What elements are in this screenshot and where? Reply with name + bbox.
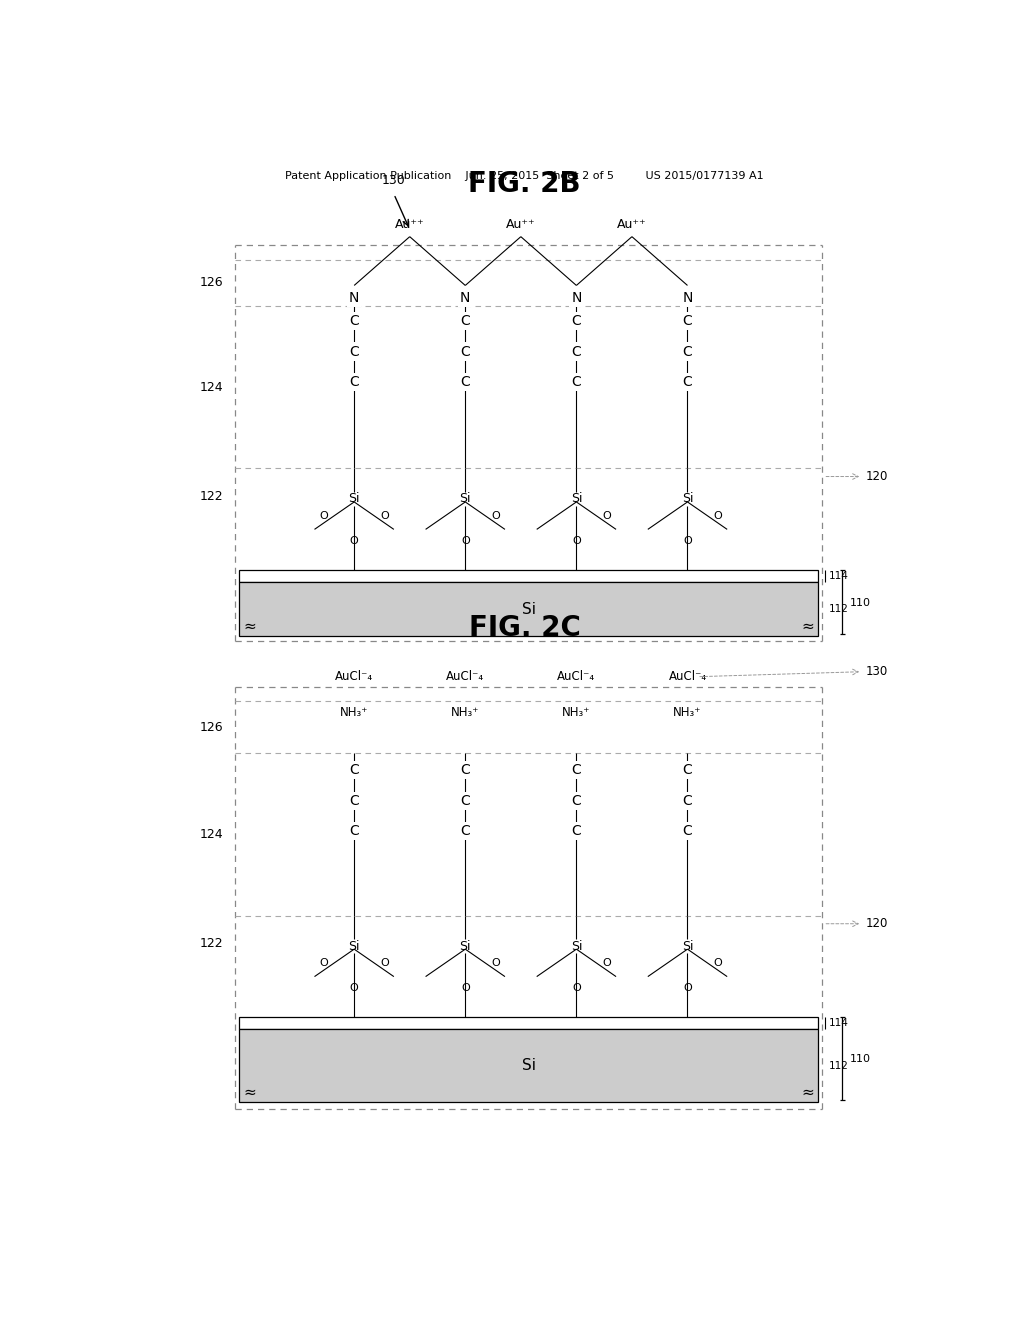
Text: C: C: [683, 763, 692, 777]
Text: O: O: [380, 958, 389, 969]
Text: 122: 122: [200, 937, 223, 950]
Text: C: C: [683, 345, 692, 359]
Text: AuCl⁻₄: AuCl⁻₄: [335, 671, 373, 684]
Text: O: O: [319, 511, 329, 521]
Text: AuCl⁻₄: AuCl⁻₄: [557, 671, 595, 684]
Text: N: N: [682, 290, 692, 305]
Text: ≈: ≈: [802, 619, 814, 634]
Text: 126: 126: [200, 721, 223, 734]
Text: C: C: [349, 793, 359, 808]
Text: FIG. 2B: FIG. 2B: [469, 170, 581, 198]
Text: N: N: [349, 290, 359, 305]
Text: O: O: [572, 536, 581, 545]
Text: O: O: [714, 958, 722, 969]
Text: ≈: ≈: [802, 1085, 814, 1100]
Text: C: C: [683, 375, 692, 389]
Text: O: O: [602, 511, 611, 521]
Text: 120: 120: [866, 917, 889, 931]
Text: Au⁺⁺: Au⁺⁺: [506, 218, 536, 231]
Text: O: O: [461, 983, 470, 993]
Text: C: C: [461, 763, 470, 777]
Text: Si: Si: [522, 602, 536, 616]
Text: C: C: [349, 345, 359, 359]
Bar: [240, 570, 818, 582]
Text: 114: 114: [828, 1018, 849, 1028]
Text: O: O: [714, 511, 722, 521]
Bar: [240, 1018, 818, 1030]
Text: C: C: [571, 314, 582, 329]
Text: C: C: [349, 824, 359, 838]
Text: Si: Si: [460, 940, 471, 953]
Text: Si: Si: [570, 492, 582, 506]
Text: N: N: [460, 290, 470, 305]
Text: O: O: [319, 958, 329, 969]
Text: 110: 110: [850, 598, 871, 609]
Bar: [240, 1030, 818, 1102]
Text: NH₃⁺: NH₃⁺: [674, 706, 701, 719]
Text: ≈: ≈: [243, 619, 256, 634]
Text: 122: 122: [200, 490, 223, 503]
Text: 112: 112: [828, 1060, 849, 1071]
Text: 112: 112: [828, 605, 849, 614]
Text: 124: 124: [200, 380, 223, 393]
Text: C: C: [571, 793, 582, 808]
Text: 124: 124: [200, 828, 223, 841]
Text: 110: 110: [850, 1055, 871, 1064]
Bar: [240, 582, 818, 636]
Text: Si: Si: [682, 492, 693, 506]
Text: C: C: [683, 824, 692, 838]
Text: O: O: [492, 958, 500, 969]
Text: ≈: ≈: [243, 1085, 256, 1100]
Text: O: O: [461, 536, 470, 545]
Text: C: C: [683, 793, 692, 808]
Text: C: C: [349, 763, 359, 777]
Text: FIG. 2C: FIG. 2C: [469, 614, 581, 642]
Text: C: C: [461, 375, 470, 389]
Text: Si: Si: [348, 492, 359, 506]
Text: O: O: [350, 536, 358, 545]
Text: C: C: [683, 314, 692, 329]
Text: O: O: [683, 536, 692, 545]
Text: NH₃⁺: NH₃⁺: [340, 706, 369, 719]
Text: C: C: [349, 314, 359, 329]
Text: O: O: [350, 983, 358, 993]
Text: O: O: [572, 983, 581, 993]
Text: N: N: [571, 290, 582, 305]
Text: 130: 130: [382, 174, 406, 187]
Text: Si: Si: [348, 940, 359, 953]
Text: 120: 120: [866, 470, 889, 483]
Text: Si: Si: [682, 940, 693, 953]
Text: C: C: [461, 824, 470, 838]
Text: C: C: [571, 824, 582, 838]
Text: Si: Si: [460, 492, 471, 506]
Text: NH₃⁺: NH₃⁺: [562, 706, 591, 719]
Text: C: C: [571, 763, 582, 777]
Text: O: O: [492, 511, 500, 521]
Text: 130: 130: [866, 665, 888, 678]
Text: C: C: [571, 375, 582, 389]
Text: Patent Application Publication    Jun. 25, 2015  Sheet 2 of 5         US 2015/01: Patent Application Publication Jun. 25, …: [286, 170, 764, 181]
Text: O: O: [683, 983, 692, 993]
Text: AuCl⁻₄: AuCl⁻₄: [669, 671, 707, 684]
Text: O: O: [602, 958, 611, 969]
Text: C: C: [349, 375, 359, 389]
Text: AuCl⁻₄: AuCl⁻₄: [446, 671, 484, 684]
Text: O: O: [380, 511, 389, 521]
Text: C: C: [461, 793, 470, 808]
Text: NH₃⁺: NH₃⁺: [452, 706, 479, 719]
Text: Au⁺⁺: Au⁺⁺: [617, 218, 647, 231]
Text: C: C: [571, 345, 582, 359]
Text: Au⁺⁺: Au⁺⁺: [395, 218, 425, 231]
Text: Si: Si: [570, 940, 582, 953]
Text: 114: 114: [828, 572, 849, 581]
Text: C: C: [461, 314, 470, 329]
Text: 126: 126: [200, 276, 223, 289]
Text: Si: Si: [522, 1059, 536, 1073]
Text: C: C: [461, 345, 470, 359]
